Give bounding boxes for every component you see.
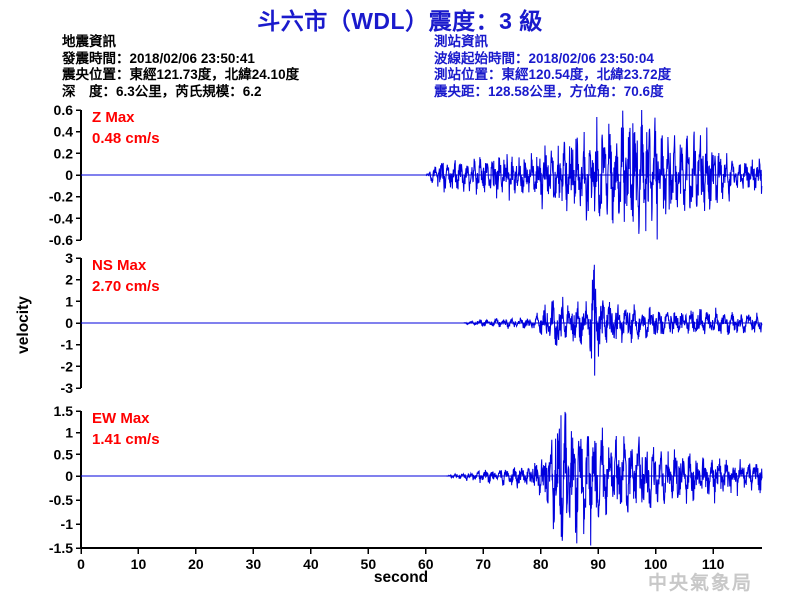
agency-watermark: 中央氣象局 xyxy=(648,573,754,594)
x-tick-label-3: 30 xyxy=(246,556,262,572)
y-tick-label-ew-5: -1 xyxy=(61,516,74,532)
panel-max-value-ns: 2.70 cm/s xyxy=(92,278,160,295)
quake-depth-magnitude: 深 度：6.3公里，芮氏規模：6.2 xyxy=(62,83,262,99)
waveform-panel-z: 0.6 0.4 0.2 0 -0.2 -0.4 -0.6 Z Max 0.48 cm/s xyxy=(49,102,763,248)
waveform-panel-ew: 1.5 1 0.5 0 -0.5 -1 -1.5 EW Max 1.41 cm/s xyxy=(49,403,763,556)
page-title: 斗六市（WDL）震度：3 級 xyxy=(257,8,543,34)
x-tick-label-7: 70 xyxy=(475,556,491,572)
x-tick-label-10: 100 xyxy=(644,556,668,572)
panel-label-z: Z Max xyxy=(92,109,135,126)
panel-max-value-z: 0.48 cm/s xyxy=(92,130,160,147)
trace-ns xyxy=(81,264,763,376)
y-tick-label-z-1: 0.4 xyxy=(54,124,74,140)
y-tick-label-ns-5: -2 xyxy=(61,358,74,374)
earthquake-info-block: 地震資訊 發震時間：2018/02/06 23:50:41 震央位置：東經121… xyxy=(62,34,299,100)
y-tick-label-z-0: 0.6 xyxy=(54,102,74,118)
x-axis-title: second xyxy=(374,569,428,586)
station-info-block: 測站資訊 波線起始時間：2018/02/06 23:50:04 測站位置：東經1… xyxy=(434,34,671,100)
y-tick-label-ew-2: 0.5 xyxy=(54,446,74,462)
y-tick-label-ew-1: 1 xyxy=(65,425,73,441)
y-tick-label-ns-3: 0 xyxy=(65,315,73,331)
x-tick-label-0: 0 xyxy=(77,556,85,572)
quake-epicenter: 震央位置：東經121.73度，北緯24.10度 xyxy=(62,67,300,82)
panel-label-ew: EW Max xyxy=(92,410,150,427)
trace-ew xyxy=(81,411,763,546)
quake-info-heading: 地震資訊 xyxy=(62,34,116,49)
station-info-heading: 測站資訊 xyxy=(434,34,488,49)
quake-origin-time: 發震時間：2018/02/06 23:50:41 xyxy=(62,50,255,66)
y-tick-label-ns-0: 3 xyxy=(65,250,73,266)
y-tick-label-ew-0: 1.5 xyxy=(54,403,74,419)
x-tick-label-2: 20 xyxy=(188,556,204,572)
station-start-time: 波線起始時間：2018/02/06 23:50:04 xyxy=(434,50,654,66)
y-tick-label-z-4: -0.2 xyxy=(49,189,73,205)
station-epicentral-distance: 震央距：128.58公里，方位角：70.6度 xyxy=(434,83,664,99)
panel-label-ns: NS Max xyxy=(92,257,147,274)
station-location: 測站位置：東經120.54度，北緯23.72度 xyxy=(434,67,672,82)
panel-max-value-ew: 1.41 cm/s xyxy=(92,431,160,448)
y-axis-title: velocity xyxy=(15,296,32,354)
y-tick-label-ns-6: -3 xyxy=(61,380,74,396)
y-tick-label-z-6: -0.6 xyxy=(49,232,73,248)
y-tick-label-ns-2: 1 xyxy=(65,293,73,309)
y-tick-label-z-5: -0.4 xyxy=(49,210,73,226)
y-tick-label-ew-6: -1.5 xyxy=(49,540,73,556)
waveform-panel-ns: 3 2 1 0 -1 -2 -3 NS Max 2.70 cm/s xyxy=(61,250,763,396)
trace-z xyxy=(81,110,763,240)
x-tick-label-8: 80 xyxy=(533,556,549,572)
x-tick-label-4: 40 xyxy=(303,556,319,572)
y-tick-label-ns-1: 2 xyxy=(65,272,73,288)
y-tick-label-z-2: 0.2 xyxy=(54,145,74,161)
x-tick-label-9: 90 xyxy=(590,556,606,572)
waveform-panels: 0.6 0.4 0.2 0 -0.2 -0.4 -0.6 Z Max 0.48 cm/s 3 2 1 0… xyxy=(49,102,763,556)
y-tick-label-z-3: 0 xyxy=(65,167,73,183)
y-tick-label-ns-4: -1 xyxy=(61,337,74,353)
x-tick-label-11: 110 xyxy=(702,556,725,572)
x-axis: 0 10 20 30 40 50 60 70 80 90 100 110 xyxy=(77,547,762,572)
y-tick-label-ew-3: 0 xyxy=(65,468,73,484)
x-tick-label-6: 60 xyxy=(418,556,434,572)
x-tick-label-1: 10 xyxy=(131,556,147,572)
x-tick-label-5: 50 xyxy=(361,556,377,572)
y-tick-label-ew-4: -0.5 xyxy=(49,492,73,508)
